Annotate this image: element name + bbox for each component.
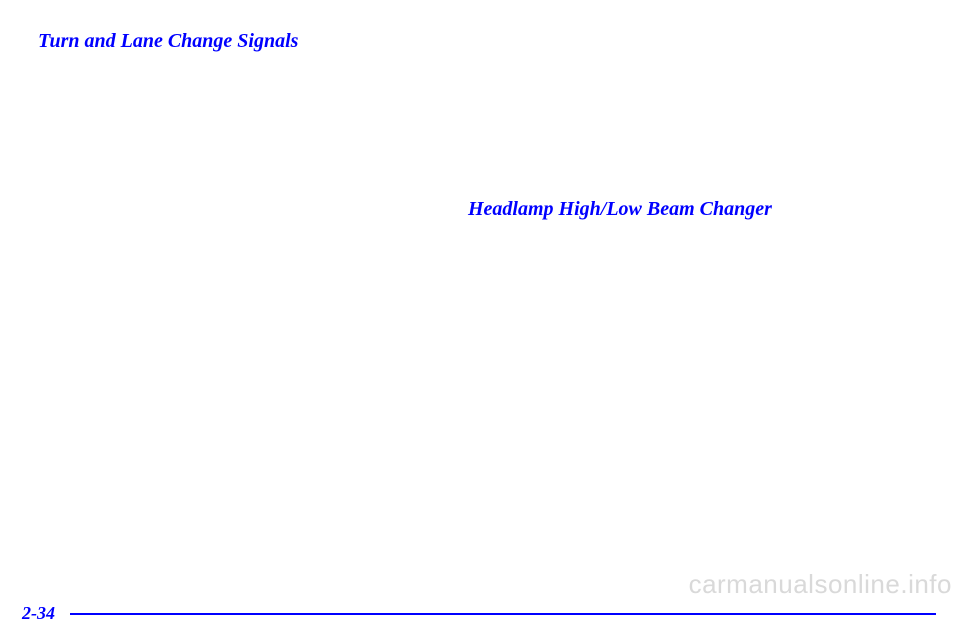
section-heading-left: Turn and Lane Change Signals bbox=[38, 30, 298, 53]
footer-rule bbox=[70, 613, 936, 615]
watermark-text: carmanualsonline.info bbox=[689, 569, 952, 600]
page-number: 2-34 bbox=[22, 603, 55, 624]
section-heading-right: Headlamp High/Low Beam Changer bbox=[468, 198, 772, 221]
manual-page: Turn and Lane Change Signals Headlamp Hi… bbox=[0, 0, 960, 640]
